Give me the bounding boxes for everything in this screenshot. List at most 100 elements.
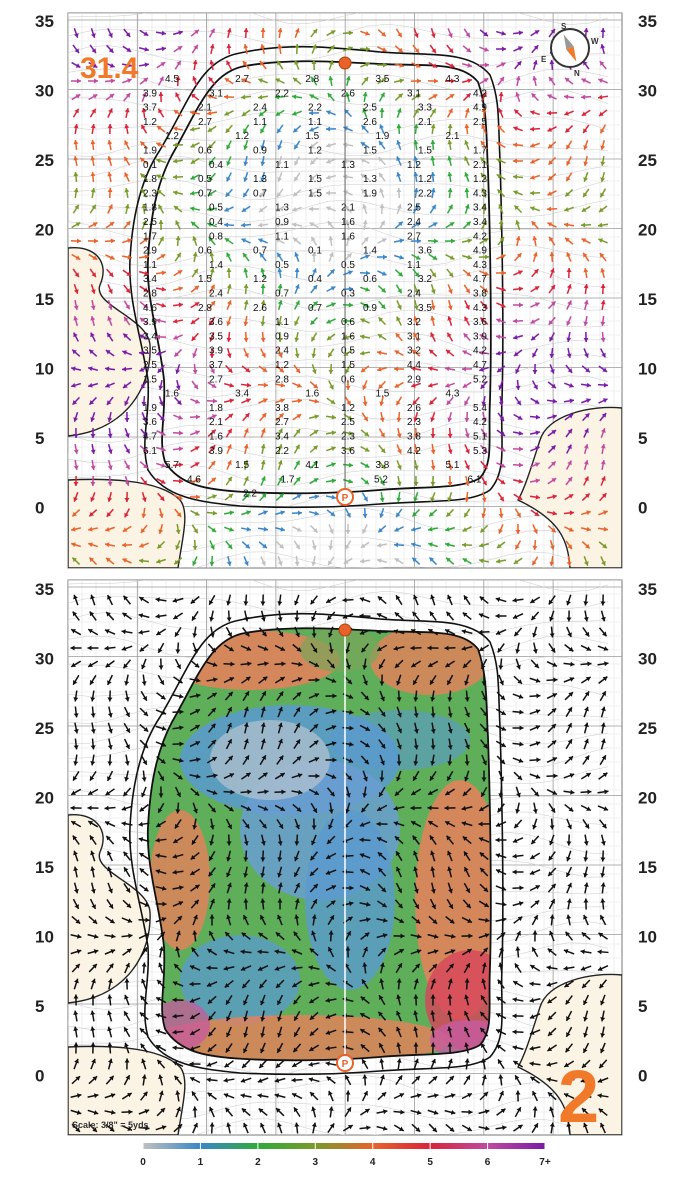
slope-arrow [139, 1027, 149, 1037]
slope-arrow [310, 284, 318, 294]
slope-arrow [377, 883, 387, 893]
slope-arrow [393, 78, 405, 84]
slope-arrow [259, 819, 267, 829]
slope-arrow [512, 1060, 524, 1068]
slope-arrow [156, 430, 166, 436]
slope-value: 3.5 [209, 331, 223, 342]
slope-arrow [240, 805, 252, 811]
slope-arrow [88, 509, 98, 517]
slope-arrow [158, 1074, 164, 1086]
slope-arrow [88, 253, 98, 261]
slope-arrow [447, 427, 453, 439]
slope-arrow [90, 28, 96, 38]
slope-arrow [90, 754, 96, 766]
slope-arrow [73, 427, 79, 439]
slope-arrow [514, 1106, 522, 1118]
slope-arrow [311, 914, 317, 926]
slope-arrow [73, 1042, 79, 1054]
slope-value: 3.2 [418, 274, 432, 285]
slope-arrow [190, 884, 200, 892]
slope-value: 4.6 [187, 474, 201, 485]
slope-arrow [344, 1106, 352, 1118]
slope-value: 1.5 [375, 389, 389, 400]
slope-arrow [531, 348, 539, 358]
slope-arrow [393, 821, 405, 827]
slope-arrow [309, 477, 319, 485]
slope-arrow [156, 979, 166, 989]
slope-arrow [376, 933, 388, 939]
slope-arrow [362, 524, 368, 534]
slope-arrow [327, 914, 335, 926]
slope-arrow [325, 693, 337, 699]
slope-arrow [599, 124, 607, 134]
slope-arrow [445, 508, 455, 518]
slope-arrow [325, 494, 337, 500]
slope-arrow [122, 595, 132, 605]
slope-arrow [291, 222, 303, 228]
slope-arrow [206, 756, 218, 764]
slope-arrow [189, 190, 201, 196]
slope-arrow [412, 332, 420, 342]
slope-arrow [376, 542, 388, 548]
slope-arrow [260, 882, 266, 894]
slope-arrow [515, 523, 521, 535]
slope-arrow [359, 350, 371, 356]
slope-arrow [155, 334, 167, 340]
slope-arrow [360, 62, 370, 68]
slope-arrow [70, 1093, 82, 1099]
slope-arrow [157, 674, 165, 686]
slope-arrow [530, 318, 540, 324]
slope-arrow [344, 508, 352, 518]
slope-arrow [395, 284, 403, 294]
slope-value: 4.3 [473, 260, 487, 271]
slope-arrow [73, 443, 79, 455]
slope-value: 1.5 [418, 146, 432, 157]
slope-arrow [447, 754, 453, 766]
slope-arrow [189, 1012, 201, 1020]
slope-arrow [597, 645, 609, 651]
slope-arrow [464, 738, 470, 750]
slope-arrow [90, 994, 96, 1006]
slope-arrow [291, 965, 303, 971]
slope-arrow [311, 610, 317, 622]
slope-arrow [512, 334, 524, 340]
slope-arrow [393, 645, 405, 651]
slope-arrow [497, 1058, 505, 1070]
slope-arrow [583, 172, 589, 182]
slope-arrow [394, 381, 404, 389]
slope-arrow [464, 156, 470, 166]
slope-arrow [564, 77, 574, 85]
slope-value: 2.7 [209, 374, 223, 385]
slope-arrow [360, 30, 370, 36]
slope-value: 1.5 [308, 188, 322, 199]
slope-arrow [597, 94, 609, 100]
slope-value: 6.1 [468, 474, 482, 485]
slope-arrow [478, 1125, 490, 1131]
slope-arrow [361, 236, 369, 246]
slope-arrow [378, 92, 386, 102]
slope-arrow [190, 142, 200, 148]
slope-arrow [325, 725, 337, 731]
slope-arrow [378, 444, 386, 454]
slope-arrow [311, 555, 317, 567]
slope-arrow [191, 268, 199, 278]
slope-arrow [532, 524, 538, 534]
slope-arrow [498, 219, 504, 231]
slope-arrow [121, 62, 133, 68]
slope-arrow [580, 222, 592, 228]
slope-arrow [90, 594, 96, 606]
slope-arrow [225, 428, 233, 438]
slope-arrow [243, 706, 249, 718]
slope-arrow [464, 491, 470, 503]
slope-arrow [495, 613, 507, 619]
slope-arrow [90, 882, 96, 894]
slope-arrow [139, 707, 149, 717]
legend-tick-label: 1 [198, 1157, 204, 1168]
slope-arrow [532, 626, 538, 638]
slope-arrow [325, 430, 337, 436]
slope-arrow [138, 1109, 150, 1115]
slope-arrow [410, 805, 422, 811]
slope-arrow [600, 315, 606, 327]
slope-arrow [600, 428, 606, 438]
slope-arrow [547, 190, 557, 196]
